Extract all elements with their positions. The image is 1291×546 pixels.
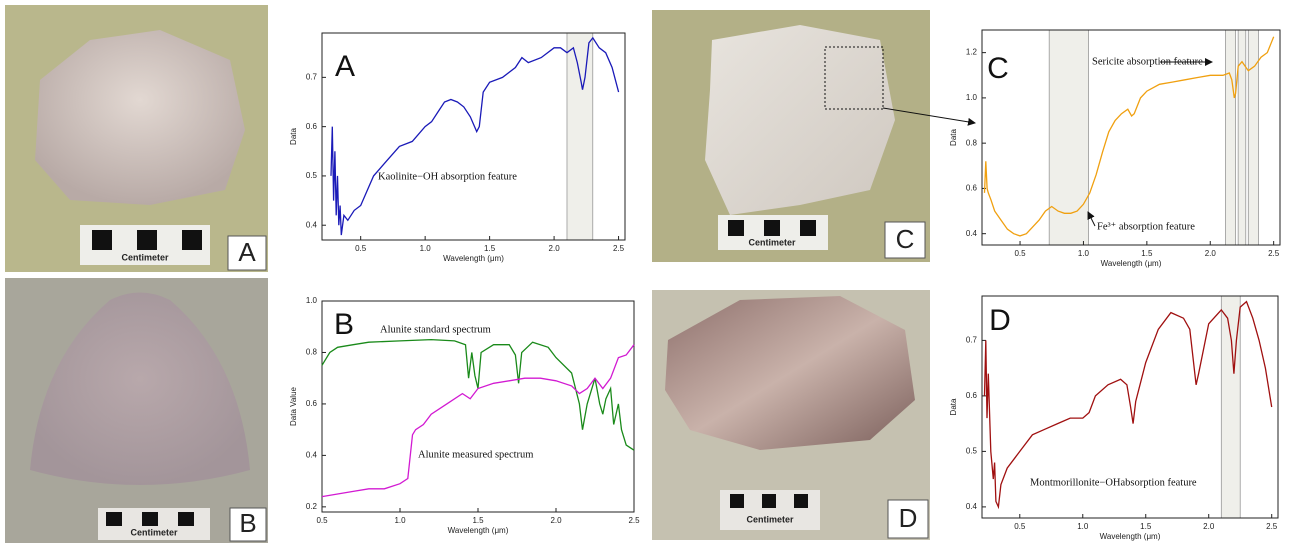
- x-tick-label: 1.5: [484, 244, 496, 253]
- x-tick-label: 2.5: [613, 244, 625, 253]
- y-tick-label: 1.2: [966, 48, 978, 57]
- x-axis-label: Wavelength (μm): [1100, 532, 1161, 541]
- x-axis-label: Wavelength (μm): [448, 526, 509, 535]
- y-tick-label: 0.6: [966, 184, 978, 193]
- absorption-band: [1225, 30, 1235, 245]
- y-tick-label: 0.4: [306, 220, 318, 229]
- panel-label: B: [334, 308, 354, 341]
- y-tick-label: 1.0: [966, 93, 978, 102]
- x-tick-label: 1.5: [472, 516, 484, 525]
- photo-a: Centimeter A: [5, 5, 268, 272]
- photo-label: A: [238, 237, 256, 267]
- x-tick-label: 2.0: [1203, 522, 1215, 531]
- y-axis-label: Data: [289, 128, 298, 145]
- y-tick-label: 0.5: [966, 447, 978, 456]
- x-tick-label: 1.5: [1141, 249, 1153, 258]
- panel-label: D: [989, 304, 1011, 337]
- annotation: Kaolinite−OH absorption feature: [378, 171, 517, 182]
- annotation: Montmorillonite−OHabsorption feature: [1030, 477, 1197, 488]
- annotation-arrow: [1088, 212, 1095, 226]
- y-tick-label: 0.7: [966, 336, 978, 345]
- y-axis-label: Data: [949, 129, 958, 146]
- y-tick-label: 0.7: [306, 72, 318, 81]
- x-tick-label: 1.0: [420, 244, 432, 253]
- photo-label: B: [239, 508, 256, 538]
- y-tick-label: 1.0: [306, 296, 318, 305]
- series-label: Alunite measured spectrum: [418, 449, 533, 460]
- x-tick-label: 0.5: [316, 516, 328, 525]
- y-axis-label: Data: [949, 398, 958, 415]
- y-tick-label: 0.8: [966, 138, 978, 147]
- scale-text: Centimeter: [748, 237, 796, 247]
- x-axis-label: Wavelength (μm): [1101, 259, 1162, 268]
- x-tick-label: 1.0: [1078, 249, 1090, 258]
- y-tick-label: 0.6: [306, 399, 318, 408]
- x-tick-label: 0.5: [1014, 249, 1026, 258]
- y-tick-label: 0.6: [966, 391, 978, 400]
- x-tick-label: 2.5: [1268, 249, 1280, 258]
- spectrum-line: [322, 340, 634, 451]
- y-tick-label: 0.4: [306, 450, 318, 459]
- y-tick-label: 0.6: [306, 122, 318, 131]
- x-tick-label: 0.5: [1014, 522, 1026, 531]
- x-tick-label: 2.5: [628, 516, 640, 525]
- x-tick-label: 0.5: [355, 244, 367, 253]
- y-axis-label: Data Value: [289, 386, 298, 426]
- photo-b: Centimeter B: [5, 278, 268, 543]
- y-tick-label: 0.5: [306, 171, 318, 180]
- annotation: Fe³⁺ absorption feature: [1097, 221, 1195, 232]
- absorption-band: [567, 33, 593, 240]
- y-tick-label: 0.4: [966, 502, 978, 511]
- x-tick-label: 2.0: [550, 516, 562, 525]
- figure: Centimeter A Centimeter B Centimeter C C…: [0, 0, 1291, 546]
- x-tick-label: 2.0: [549, 244, 561, 253]
- x-tick-label: 2.0: [1205, 249, 1217, 258]
- x-tick-label: 1.0: [394, 516, 406, 525]
- photo-label: C: [896, 224, 915, 254]
- y-tick-label: 0.8: [306, 348, 318, 357]
- x-axis-label: Wavelength (μm): [443, 254, 504, 263]
- panel-label: A: [335, 50, 355, 83]
- x-tick-label: 1.0: [1077, 522, 1089, 531]
- spectrum-line: [322, 345, 634, 497]
- panel-label: C: [987, 52, 1009, 85]
- scale-text: Centimeter: [746, 514, 794, 524]
- y-tick-label: 0.4: [966, 229, 978, 238]
- scale-text: Centimeter: [130, 527, 178, 537]
- y-tick-label: 0.2: [306, 502, 318, 511]
- x-tick-label: 2.5: [1266, 522, 1278, 531]
- photo-d: Centimeter D: [652, 290, 930, 540]
- photo-c: Centimeter C: [652, 10, 975, 262]
- series-label: Alunite standard spectrum: [380, 324, 491, 335]
- photo-label: D: [899, 503, 918, 533]
- scale-text: Centimeter: [121, 252, 169, 262]
- x-tick-label: 1.5: [1140, 522, 1152, 531]
